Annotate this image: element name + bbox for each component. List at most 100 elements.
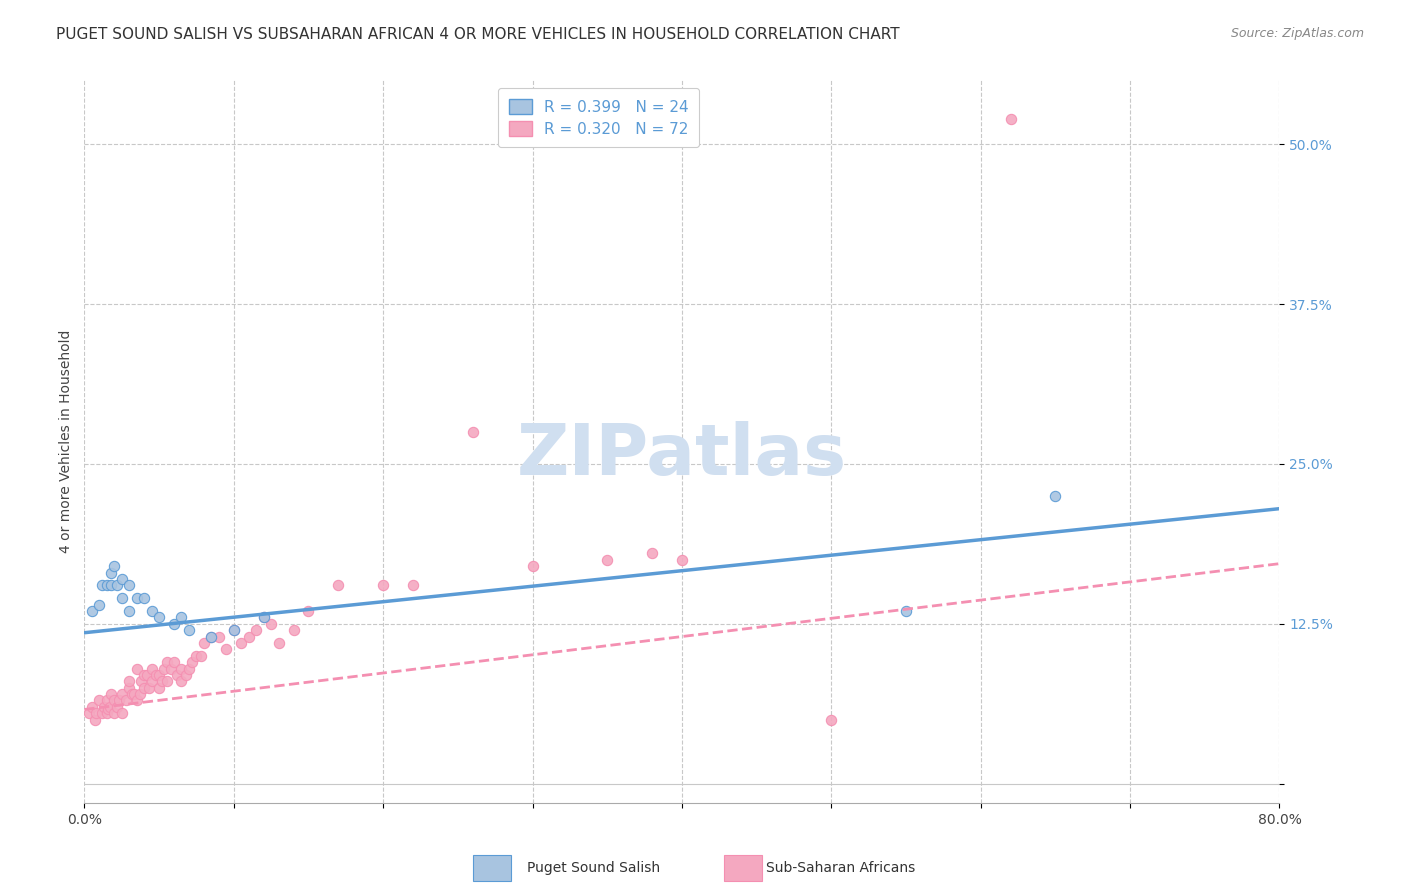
Point [253,610,276,624]
Point [231,636,253,650]
Point [155,655,177,669]
Point [100,566,122,580]
Point [170,610,193,624]
Point [190,648,212,663]
Point [80,604,103,618]
Point [141,674,163,689]
Point [96,578,118,592]
Point [111,687,134,701]
Point [103,706,125,721]
Point [128,687,150,701]
Point [89,598,111,612]
Point [186,648,208,663]
Point [208,630,231,644]
Point [141,604,163,618]
Point [138,681,160,695]
Point [122,687,145,701]
Point [125,661,148,675]
Point [115,693,138,707]
Point [328,578,350,592]
Point [98,699,121,714]
Point [89,693,111,707]
Text: Puget Sound Salish: Puget Sound Salish [527,861,659,875]
Text: ZIPatlas: ZIPatlas [517,422,846,491]
Point [163,616,186,631]
Text: PUGET SOUND SALISH VS SUBSAHARAN AFRICAN 4 OR MORE VEHICLES IN HOUSEHOLD CORRELA: PUGET SOUND SALISH VS SUBSAHARAN AFRICAN… [56,27,900,42]
Point [80,699,103,714]
Point [222,623,245,637]
Point [91,578,114,592]
Point [177,661,200,675]
Point [267,636,290,650]
Point [103,559,125,574]
Point [193,636,215,650]
Point [215,642,238,657]
Point [166,668,188,682]
Point [170,661,193,675]
FancyBboxPatch shape [724,855,762,880]
Point [105,578,128,592]
Point [238,630,260,644]
Point [148,610,170,624]
Point [671,553,693,567]
Point [118,578,141,592]
Point [118,604,141,618]
Point [103,693,125,707]
Point [373,578,395,592]
Point [596,553,619,567]
Point [461,425,484,439]
Point [155,674,177,689]
Point [402,578,425,592]
Point [118,681,141,695]
Point [97,702,120,716]
Point [222,623,245,637]
Point [91,706,114,721]
Point [132,668,156,682]
Point [148,681,170,695]
Point [132,591,156,606]
Point [118,674,141,689]
Point [141,661,163,675]
Point [93,699,115,714]
Point [100,578,122,592]
Point [129,674,152,689]
Point [148,668,170,682]
Point [100,687,122,701]
Point [105,699,128,714]
Point [200,630,222,644]
Point [177,623,200,637]
Point [111,572,134,586]
Point [150,674,173,689]
Text: Sub-Saharan Africans: Sub-Saharan Africans [766,861,915,875]
Text: Source: ZipAtlas.com: Source: ZipAtlas.com [1230,27,1364,40]
Point [200,630,222,644]
Point [641,546,664,560]
Point [96,706,118,721]
Point [160,661,183,675]
Point [170,674,193,689]
Point [86,706,108,721]
Point [83,713,105,727]
Point [283,623,305,637]
Point [125,591,148,606]
Point [1045,489,1067,503]
Point [245,623,267,637]
Point [136,668,159,682]
Point [174,668,197,682]
Point [820,713,842,727]
Legend: R = 0.399   N = 24, R = 0.320   N = 72: R = 0.399 N = 24, R = 0.320 N = 72 [498,88,700,147]
Point [111,591,134,606]
Point [181,655,204,669]
Point [260,616,283,631]
FancyBboxPatch shape [472,855,510,880]
Point [253,610,276,624]
Point [132,681,156,695]
Point [121,687,143,701]
Point [163,655,186,669]
Point [96,693,118,707]
Y-axis label: 4 or more Vehicles in Household: 4 or more Vehicles in Household [59,330,73,553]
Point [125,693,148,707]
Point [894,604,917,618]
Point [107,693,129,707]
Point [1000,112,1022,126]
